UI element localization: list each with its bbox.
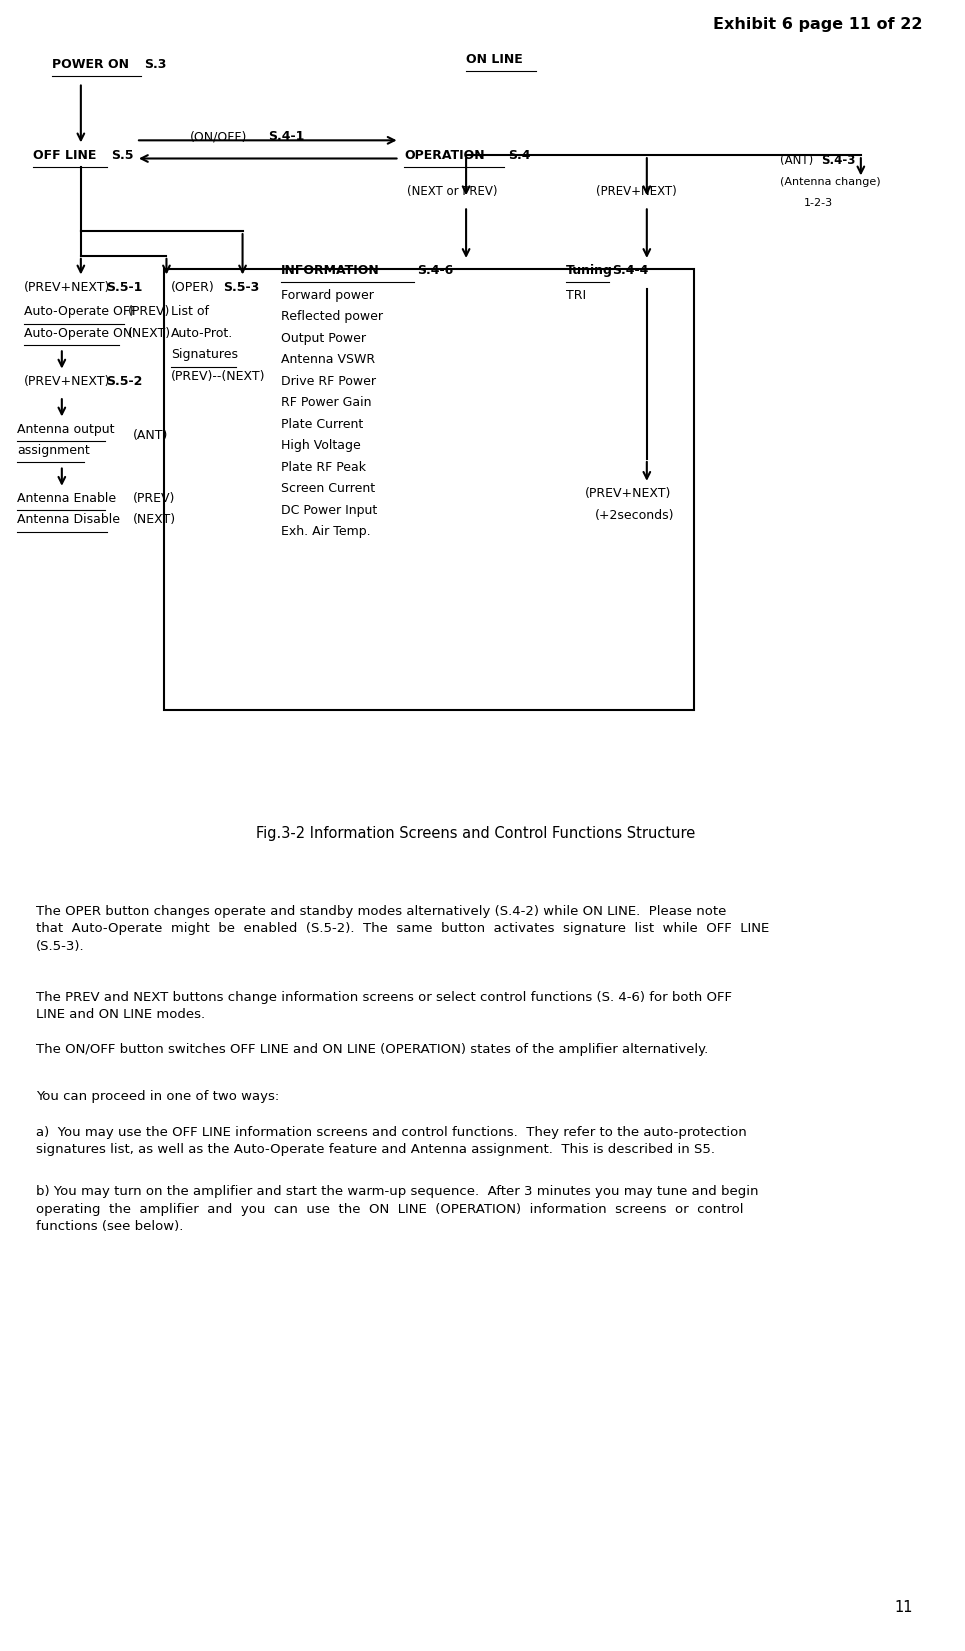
Text: POWER ON: POWER ON xyxy=(52,58,129,71)
Text: Output Power: Output Power xyxy=(281,332,366,345)
Text: S.3: S.3 xyxy=(145,58,167,71)
Text: a)  You may use the OFF LINE information screens and control functions.  They re: a) You may use the OFF LINE information … xyxy=(36,1126,747,1156)
Text: Forward power: Forward power xyxy=(281,289,373,302)
Text: (+2seconds): (+2seconds) xyxy=(594,509,674,522)
Text: (ON/OFF): (ON/OFF) xyxy=(190,130,248,144)
Text: Antenna VSWR: Antenna VSWR xyxy=(281,353,374,367)
Text: Fig.3-2 Information Screens and Control Functions Structure: Fig.3-2 Information Screens and Control … xyxy=(256,826,695,840)
Text: (ANT): (ANT) xyxy=(133,429,169,442)
Text: The ON/OFF button switches OFF LINE and ON LINE (OPERATION) states of the amplif: The ON/OFF button switches OFF LINE and … xyxy=(36,1043,708,1057)
Text: S.5-1: S.5-1 xyxy=(106,281,143,294)
Text: High Voltage: High Voltage xyxy=(281,439,360,452)
Text: The PREV and NEXT buttons change information screens or select control functions: The PREV and NEXT buttons change informa… xyxy=(36,991,732,1020)
Text: Drive RF Power: Drive RF Power xyxy=(281,375,375,388)
Text: S.5-2: S.5-2 xyxy=(106,375,143,388)
Text: S.4-6: S.4-6 xyxy=(417,264,453,277)
Text: (NEXT or PREV): (NEXT or PREV) xyxy=(407,185,498,198)
Text: Antenna Disable: Antenna Disable xyxy=(17,513,120,527)
Text: Plate RF Peak: Plate RF Peak xyxy=(281,461,366,474)
Text: (Antenna change): (Antenna change) xyxy=(780,177,881,187)
Text: Tuning: Tuning xyxy=(565,264,613,277)
Text: The OPER button changes operate and standby modes alternatively (S.4-2) while ON: The OPER button changes operate and stan… xyxy=(36,905,769,953)
Text: (PREV+NEXT): (PREV+NEXT) xyxy=(24,375,110,388)
Text: (PREV+NEXT): (PREV+NEXT) xyxy=(24,281,110,294)
Text: OPERATION: OPERATION xyxy=(404,149,484,162)
Text: Auto-Prot.: Auto-Prot. xyxy=(171,327,234,340)
Text: b) You may turn on the amplifier and start the warm-up sequence.  After 3 minute: b) You may turn on the amplifier and sta… xyxy=(36,1185,758,1233)
Text: assignment: assignment xyxy=(17,444,90,457)
Text: (OPER): (OPER) xyxy=(171,281,215,294)
Text: RF Power Gain: RF Power Gain xyxy=(281,396,372,409)
Text: Antenna Enable: Antenna Enable xyxy=(17,492,116,505)
Text: Reflected power: Reflected power xyxy=(281,310,382,324)
Text: ON LINE: ON LINE xyxy=(466,53,523,66)
Text: (NEXT): (NEXT) xyxy=(133,513,177,527)
Text: (NEXT): (NEXT) xyxy=(127,327,171,340)
Text: Signatures: Signatures xyxy=(171,348,238,362)
Text: Exhibit 6 page 11 of 22: Exhibit 6 page 11 of 22 xyxy=(713,17,923,31)
Text: S.4-3: S.4-3 xyxy=(821,154,855,167)
Text: S.5-3: S.5-3 xyxy=(224,281,260,294)
Text: 11: 11 xyxy=(895,1600,913,1615)
Text: Exh. Air Temp.: Exh. Air Temp. xyxy=(281,525,371,538)
Text: List of: List of xyxy=(171,305,209,319)
Text: (PREV+NEXT): (PREV+NEXT) xyxy=(585,487,672,500)
Text: Auto-Operate ON: Auto-Operate ON xyxy=(24,327,132,340)
Text: S.4-4: S.4-4 xyxy=(612,264,648,277)
Text: S.4: S.4 xyxy=(508,149,531,162)
Text: S.4-1: S.4-1 xyxy=(268,130,305,144)
Text: Plate Current: Plate Current xyxy=(281,418,363,431)
Text: (PREV): (PREV) xyxy=(133,492,176,505)
Text: DC Power Input: DC Power Input xyxy=(281,504,377,517)
Text: Antenna output: Antenna output xyxy=(17,423,115,436)
Text: 1-2-3: 1-2-3 xyxy=(804,198,833,208)
Text: (PREV): (PREV) xyxy=(127,305,170,319)
Text: Auto-Operate OFF: Auto-Operate OFF xyxy=(24,305,137,319)
Text: (PREV+NEXT): (PREV+NEXT) xyxy=(596,185,677,198)
Text: (PREV)--(NEXT): (PREV)--(NEXT) xyxy=(171,370,265,383)
Bar xyxy=(164,269,695,710)
Text: S.5: S.5 xyxy=(111,149,134,162)
Text: TRI: TRI xyxy=(565,289,586,302)
Text: INFORMATION: INFORMATION xyxy=(281,264,379,277)
Text: (ANT): (ANT) xyxy=(780,154,813,167)
Text: Screen Current: Screen Current xyxy=(281,482,374,495)
Text: You can proceed in one of two ways:: You can proceed in one of two ways: xyxy=(36,1090,280,1103)
Text: OFF LINE: OFF LINE xyxy=(33,149,96,162)
